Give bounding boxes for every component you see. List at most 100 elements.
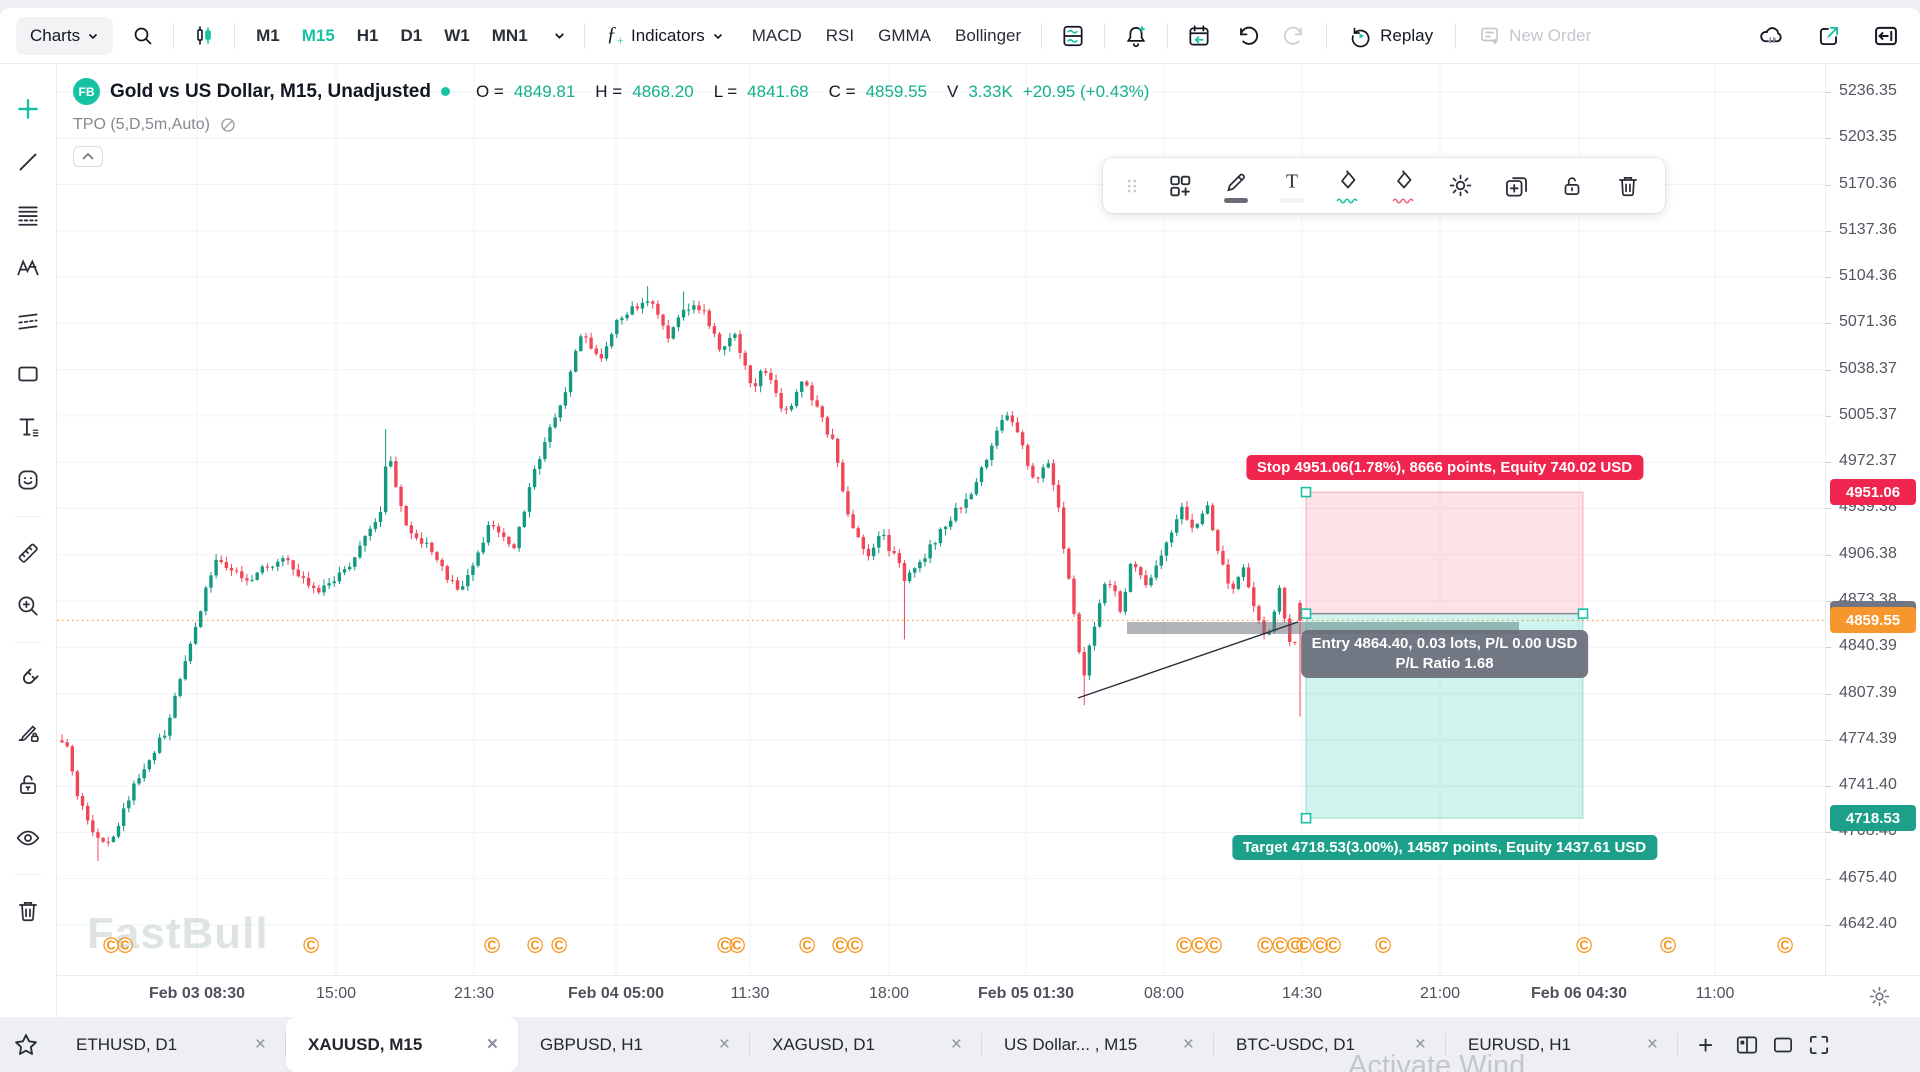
calendar-event-marker[interactable]: ©	[117, 933, 134, 958]
maximize-button[interactable]	[1765, 1027, 1801, 1063]
calendar-event-marker[interactable]: ©	[832, 933, 849, 958]
economic-calendar-button[interactable]	[1182, 19, 1216, 53]
calendar-event-marker[interactable]: ©	[847, 933, 864, 958]
delete-tool-button[interactable]	[1605, 163, 1651, 209]
tool-settings-button[interactable]	[1437, 163, 1483, 209]
new-order-button[interactable]: New Order	[1470, 18, 1599, 54]
stop-loss-badge[interactable]: Stop 4951.06(1.78%), 8666 points, Equity…	[1245, 455, 1644, 481]
symbol-title[interactable]: Gold vs US Dollar, M15, Unadjusted	[110, 80, 431, 102]
tab-close-button[interactable]: ×	[718, 1034, 730, 1055]
legend-collapse-button[interactable]	[73, 146, 103, 167]
take-profit-badge[interactable]: Target 4718.53(3.00%), 14587 points, Equ…	[1231, 835, 1658, 861]
calendar-event-marker[interactable]: ©	[1272, 933, 1289, 958]
undo-button[interactable]	[1230, 19, 1264, 53]
indicator-shortcut-gmma[interactable]: GMMA	[872, 20, 937, 52]
template-button[interactable]	[1157, 163, 1203, 209]
rectangle-tool[interactable]	[8, 351, 48, 397]
tab-ethusd-d1[interactable]: ETHUSD, D1 ×	[54, 1017, 286, 1072]
remove-drawings-button[interactable]	[8, 888, 48, 934]
trend-line-tool[interactable]	[8, 139, 48, 185]
entry-badge[interactable]: Entry 4864.40, 0.03 lots, P/L 0.00 USD P…	[1300, 629, 1589, 678]
indicator-shortcut-rsi[interactable]: RSI	[820, 20, 860, 52]
magnet-mode-button[interactable]	[8, 656, 48, 702]
text-color-button[interactable]: T	[1269, 163, 1315, 209]
fullscreen-button[interactable]	[1801, 1027, 1837, 1063]
calendar-event-marker[interactable]: ©	[1287, 933, 1304, 958]
calendar-event-marker[interactable]: ©	[1191, 933, 1208, 958]
calendar-event-marker[interactable]: ©	[717, 933, 734, 958]
timeframe-w1[interactable]: W1	[437, 20, 477, 52]
share-button[interactable]	[1812, 19, 1846, 53]
text-tool[interactable]	[8, 404, 48, 450]
calendar-event-marker[interactable]: ©	[1576, 933, 1593, 958]
chart-canvas-area[interactable]: FastBull FB Gold vs US Dollar, M15, Unad…	[57, 64, 1825, 975]
calendar-event-marker[interactable]: ©	[484, 933, 501, 958]
hide-drawings-button[interactable]	[8, 815, 48, 861]
calendar-event-marker[interactable]: ©	[1257, 933, 1274, 958]
tab-xauusd-m15[interactable]: XAUUSD, M15 ×	[286, 1017, 518, 1072]
indicators-button[interactable]: ƒ+ Indicators	[599, 17, 732, 55]
price-axis[interactable]: 5236.35 5203.35 5170.36 5137.36 5104.36 5071.…	[1825, 64, 1920, 975]
calendar-event-marker[interactable]: ©	[103, 933, 120, 958]
lock-all-drawings-button[interactable]	[8, 762, 48, 808]
channel-tool[interactable]	[8, 298, 48, 344]
calendar-event-marker[interactable]: ©	[1312, 933, 1329, 958]
layout-split-button[interactable]	[1729, 1027, 1765, 1063]
calendar-event-marker[interactable]: ©	[1176, 933, 1193, 958]
favorites-star-button[interactable]	[12, 1031, 40, 1059]
tab-close-button[interactable]: ×	[1414, 1034, 1426, 1055]
calendar-event-marker[interactable]: ©	[1660, 933, 1677, 958]
tab-close-button[interactable]: ×	[1182, 1034, 1194, 1055]
indicator-legend[interactable]: TPO (5,D,5m,Auto)	[73, 116, 237, 134]
tab-xagusd-d1[interactable]: XAGUSD, D1 ×	[750, 1017, 982, 1072]
timeframe-d1[interactable]: D1	[394, 20, 430, 52]
lock-drawing-mode-button[interactable]	[8, 709, 48, 755]
tab-eurusd-h1[interactable]: EURUSD, H1 ×	[1446, 1017, 1678, 1072]
calendar-event-marker[interactable]: ©	[1296, 933, 1313, 958]
eye-slash-icon[interactable]	[219, 116, 237, 134]
time-axis[interactable]: Feb 03 08:30 15:00 21:30 Feb 04 05:00 11:30 1…	[57, 975, 1920, 1017]
calendar-event-marker[interactable]: ©	[303, 933, 320, 958]
tab-close-button[interactable]: ×	[950, 1034, 962, 1055]
collapse-panel-button[interactable]	[1868, 18, 1904, 54]
draw-style-button[interactable]	[1213, 163, 1259, 209]
calendar-event-marker[interactable]: ©	[527, 933, 544, 958]
add-tab-button[interactable]: +	[1698, 1029, 1714, 1060]
replay-button[interactable]: Replay	[1341, 18, 1441, 54]
tab-us-dollar-m15[interactable]: US Dollar... , M15 ×	[982, 1017, 1214, 1072]
lock-tool-button[interactable]	[1549, 163, 1595, 209]
redo-button[interactable]	[1278, 19, 1312, 53]
alert-button[interactable]	[1119, 19, 1153, 53]
calendar-event-marker[interactable]: ©	[1206, 933, 1223, 958]
add-tool-button[interactable]	[8, 86, 48, 132]
cloud-sync-button[interactable]	[1754, 18, 1790, 54]
tab-gbpusd-h1[interactable]: GBPUSD, H1 ×	[518, 1017, 750, 1072]
chart-style-button[interactable]	[188, 20, 220, 52]
measure-tool[interactable]	[8, 530, 48, 576]
tab-close-button[interactable]: ×	[1646, 1034, 1658, 1055]
emoji-tool[interactable]	[8, 457, 48, 503]
tab-close-button[interactable]: ×	[486, 1034, 498, 1055]
tab-close-button[interactable]: ×	[254, 1034, 266, 1055]
calendar-event-marker[interactable]: ©	[1375, 933, 1392, 958]
tab-btc-usdc-d1[interactable]: BTC-USDC, D1 ×	[1214, 1017, 1446, 1072]
drag-handle[interactable]	[1117, 163, 1147, 209]
calendar-event-marker[interactable]: ©	[551, 933, 568, 958]
timeframe-mn1[interactable]: MN1	[485, 20, 535, 52]
fill-color-button[interactable]	[1381, 163, 1427, 209]
axis-settings-gear-icon[interactable]	[1867, 984, 1892, 1009]
calendar-event-marker[interactable]: ©	[1325, 933, 1342, 958]
fib-retracement-tool[interactable]	[8, 192, 48, 238]
zoom-in-tool[interactable]	[8, 583, 48, 629]
timeframe-m15[interactable]: M15	[295, 20, 342, 52]
calendar-event-marker[interactable]: ©	[1777, 933, 1794, 958]
symbol-search-button[interactable]	[127, 20, 159, 52]
pattern-tool[interactable]	[8, 245, 48, 291]
indicator-shortcut-bollinger[interactable]: Bollinger	[949, 20, 1027, 52]
line-color-button[interactable]	[1325, 163, 1371, 209]
calendar-event-marker[interactable]: ©	[729, 933, 746, 958]
timeframe-h1[interactable]: H1	[350, 20, 386, 52]
timeframe-m1[interactable]: M1	[249, 20, 287, 52]
calendar-event-marker[interactable]: ©	[799, 933, 816, 958]
indicator-layout-button[interactable]	[1056, 19, 1090, 53]
